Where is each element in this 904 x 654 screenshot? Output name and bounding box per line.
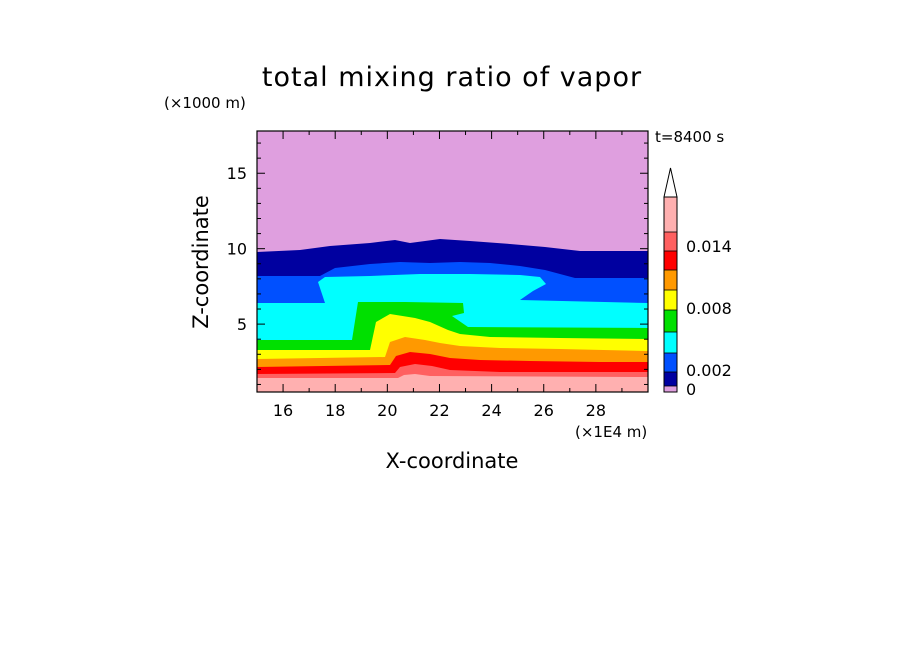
colorbar-swatch	[664, 197, 677, 232]
x-tick-label: 28	[586, 401, 606, 420]
colorbar-swatch	[664, 372, 677, 386]
x-tick-label: 18	[325, 401, 345, 420]
x-tick-label: 16	[273, 401, 293, 420]
x-tick-label: 24	[481, 401, 501, 420]
band-0.014	[257, 374, 648, 392]
y-tick-label: 10	[227, 240, 247, 259]
x-unit-label: (×1E4 m)	[575, 423, 647, 441]
y-tick-label: 15	[227, 164, 247, 183]
colorbar: 00.002 0.008 0.014	[663, 167, 732, 399]
x-tick-label: 26	[534, 401, 554, 420]
colorbar-swatch	[664, 353, 677, 372]
y-unit-label: (×1000 m)	[164, 94, 246, 112]
plot-frame	[256, 130, 649, 393]
colorbar-tick-label: 0.014	[686, 237, 732, 256]
colorbar-swatch	[664, 232, 677, 251]
y-axis-label: Z-coordinate	[189, 195, 213, 329]
colorbar-tick-label: 0.002	[686, 361, 732, 380]
x-axis-label: X-coordinate	[386, 449, 519, 473]
y-tick-label: 5	[237, 315, 247, 334]
colorbar-tick-label: 0.008	[686, 299, 732, 318]
x-tick-label: 20	[377, 401, 397, 420]
colorbar-swatch	[664, 270, 677, 290]
colorbar-swatch	[664, 332, 677, 353]
chart-title: total mixing ratio of vapor	[262, 62, 642, 93]
colorbar-swatch	[664, 310, 677, 332]
colorbar-extend-arrow	[663, 167, 678, 198]
colorbar-swatch	[664, 251, 677, 270]
time-label: t=8400 s	[655, 128, 724, 146]
plot-area	[257, 131, 648, 392]
axis-ticks: 16 18 20 22 24 26 28 5 10 15	[227, 131, 649, 420]
x-tick-label: 22	[429, 401, 449, 420]
colorbar-swatch	[664, 386, 677, 392]
colorbar-swatch	[664, 290, 677, 310]
colorbar-tick-label: 0	[686, 380, 696, 399]
